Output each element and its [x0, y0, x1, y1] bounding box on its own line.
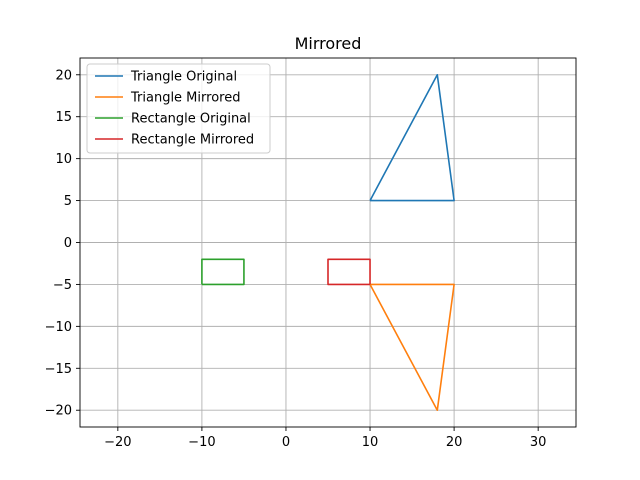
series-line-rectangle-mirrored — [327, 258, 371, 286]
series-line-triangle-mirrored — [369, 283, 455, 412]
legend-box — [86, 63, 271, 154]
y-tick-label: −15 — [45, 362, 72, 377]
x-tick-label: 20 — [446, 435, 463, 450]
x-tick-label: 10 — [362, 435, 379, 450]
plot-series — [201, 73, 455, 412]
y-tick-label: −5 — [53, 278, 72, 293]
y-tick-label: 10 — [55, 152, 72, 167]
x-tick-label: −10 — [188, 435, 215, 450]
legend-label: Triangle Mirrored — [130, 91, 240, 106]
legend-label: Rectangle Original — [131, 112, 251, 127]
y-tick-label: 0 — [64, 236, 72, 251]
series-line-rectangle-original — [201, 258, 245, 286]
y-tick-label: −10 — [45, 320, 72, 335]
legend-label: Triangle Original — [130, 70, 237, 85]
legend-label: Rectangle Mirrored — [131, 133, 254, 148]
x-tick-label: 0 — [282, 435, 290, 450]
chart-title: Mirrored — [295, 34, 362, 53]
y-tick-label: 15 — [55, 110, 72, 125]
x-tick-label: −20 — [104, 435, 131, 450]
axis-ticks: −20 −10 0 10 20 30 −20 −15 −10 −5 0 5 10 15 20 — [45, 68, 547, 450]
legend: Triangle Original Triangle Mirrored Rectan… — [86, 63, 271, 154]
y-tick-label: −20 — [45, 404, 72, 419]
y-tick-label: 5 — [64, 194, 72, 209]
x-tick-label: 30 — [530, 435, 547, 450]
series-line-triangle-original — [369, 73, 455, 202]
y-tick-label: 20 — [55, 68, 72, 83]
